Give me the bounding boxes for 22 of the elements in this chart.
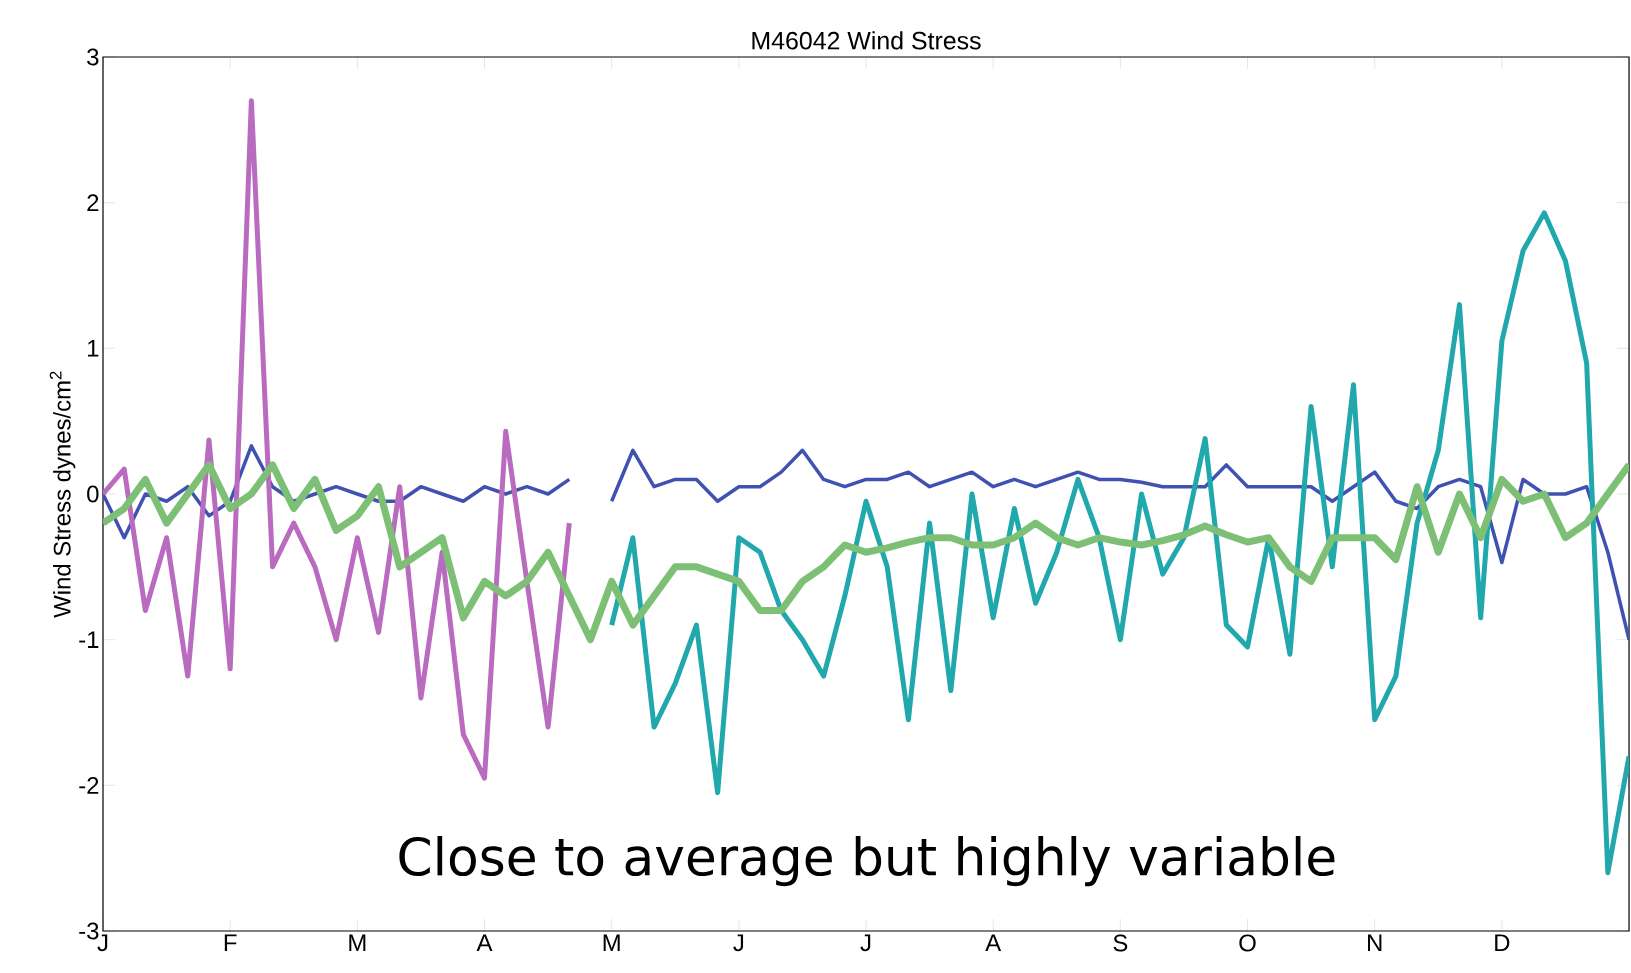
x-tick-label: M [603, 934, 620, 951]
x-tick-label: A [985, 934, 1002, 951]
y-axis-title: Wind Stress dynes/cm$^{2}$ [49, 371, 76, 618]
chart-title: M46042 Wind Stress [752, 31, 981, 50]
y-tick-label: -2 [79, 776, 99, 794]
y-tick-label: -3 [79, 922, 99, 940]
x-tick-label: F [224, 934, 237, 951]
x-tick-label: O [1239, 934, 1256, 952]
y-tick-label: -1 [79, 631, 99, 648]
x-tick-label: M [349, 934, 366, 951]
y-tick-label: 1 [88, 340, 99, 357]
annotation: Close to average but highly variable [399, 836, 1335, 887]
x-tick-label: A [476, 934, 493, 951]
x-tick-label: N [1368, 934, 1382, 951]
x-tick-label: J [733, 934, 744, 952]
y-tick-label: 0 [87, 485, 99, 503]
x-tick-label: J [97, 934, 108, 952]
x-tick-label: S [1113, 934, 1128, 952]
y-tick-label: 3 [87, 48, 99, 66]
x-tick-label: D [1495, 934, 1510, 951]
x-tick-label: J [860, 934, 871, 952]
y-tick-label: 2 [87, 194, 99, 211]
